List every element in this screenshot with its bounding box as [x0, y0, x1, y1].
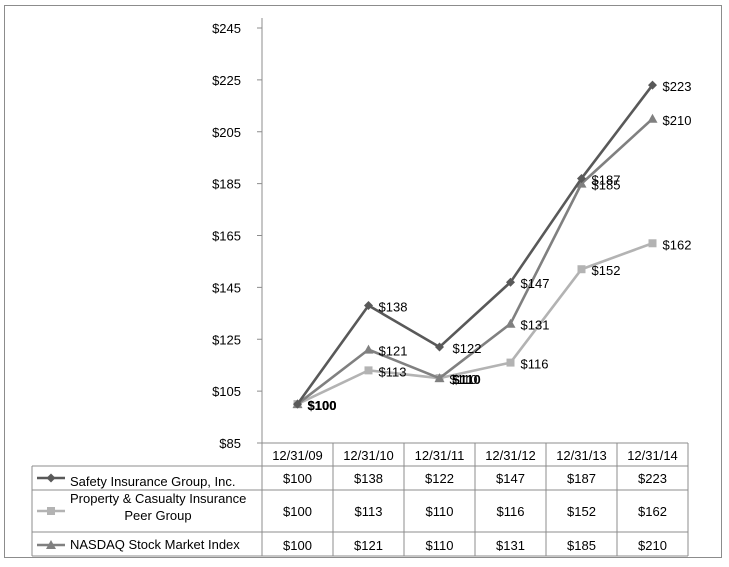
- data-label: $121: [379, 344, 408, 359]
- data-label: $185: [592, 178, 621, 193]
- data-table: 12/31/09 12/31/10 12/31/11 12/31/12 12/31/13…: [31, 442, 689, 557]
- table-cell: $162: [638, 504, 667, 519]
- diamond-marker: [46, 473, 56, 483]
- table-cell: $187: [567, 471, 596, 486]
- series-line: [296, 84, 654, 405]
- table-cell: $122: [425, 471, 454, 486]
- y-tick-label: $85: [219, 436, 241, 451]
- data-label: $131: [521, 318, 550, 333]
- square-marker: [506, 358, 515, 367]
- triangle-marker: [647, 113, 658, 123]
- data-label: $100: [308, 398, 337, 413]
- table-cell: $131: [496, 538, 525, 553]
- y-tick-label: $165: [212, 229, 241, 244]
- square-marker: [648, 239, 657, 248]
- square-marker: [364, 366, 373, 375]
- diamond-marker: [648, 80, 657, 90]
- table-cell: $121: [354, 538, 383, 553]
- data-labels: $100$138$122$147$187$223$100$113$110$116…: [308, 79, 692, 413]
- legend-label: Peer Group: [124, 508, 191, 523]
- legend-label: NASDAQ Stock Market Index: [70, 537, 240, 552]
- axes: $85 $105 $125 $145 $165 $185 $205 $225 $245: [212, 18, 263, 451]
- table-cell: $110: [426, 538, 454, 553]
- table-cell: $185: [567, 538, 596, 553]
- diamond-marker: [293, 399, 302, 409]
- table-cell: $152: [567, 504, 596, 519]
- triangle-marker: [434, 373, 445, 383]
- diamond-marker: [364, 301, 373, 311]
- table-cell: $147: [496, 471, 525, 486]
- table-cell: $116: [497, 504, 525, 519]
- table-cell: $113: [355, 504, 383, 519]
- data-label: $162: [663, 237, 692, 252]
- y-tick-label: $105: [212, 384, 241, 399]
- x-tick-label: 12/31/10: [343, 448, 394, 463]
- table-cell: $223: [638, 471, 667, 486]
- legend-label: Property & Casualty Insurance: [70, 491, 246, 506]
- series-line: [296, 242, 653, 406]
- x-tick-label: 12/31/12: [485, 448, 536, 463]
- y-tick-label: $125: [212, 332, 241, 347]
- square-marker: [577, 265, 586, 274]
- table-cell: $100: [283, 471, 312, 486]
- data-label: $147: [521, 276, 550, 291]
- data-label: $110: [453, 372, 481, 387]
- diamond-marker: [506, 277, 515, 287]
- x-tick-label: 12/31/13: [556, 448, 607, 463]
- data-label: $187: [592, 172, 621, 187]
- triangle-marker: [46, 540, 56, 549]
- y-tick-label: $225: [212, 73, 241, 88]
- x-tick-label: 12/31/11: [415, 448, 465, 463]
- data-label: $210: [663, 113, 692, 128]
- legend-label: Safety Insurance Group, Inc.: [70, 474, 235, 489]
- diamond-marker: [435, 342, 444, 352]
- diamond-marker: [577, 173, 586, 183]
- y-tick-label: $205: [212, 125, 241, 140]
- data-label: $138: [379, 300, 408, 315]
- square-marker: [47, 507, 55, 515]
- data-label: $122: [453, 341, 482, 356]
- data-label: $113: [379, 364, 407, 379]
- y-tick-label: $145: [212, 280, 241, 295]
- triangle-marker: [363, 344, 374, 354]
- series-lines: [292, 80, 658, 409]
- table-cell: $210: [638, 538, 667, 553]
- data-label: $116: [521, 357, 549, 372]
- table-cell: $138: [354, 471, 383, 486]
- y-tick-label: $185: [212, 177, 241, 192]
- x-tick-label: 12/31/09: [272, 448, 323, 463]
- triangle-marker: [505, 318, 516, 328]
- triangle-marker: [576, 178, 587, 188]
- table-cell: $100: [283, 538, 312, 553]
- series-line: [296, 117, 654, 406]
- data-label: $100: [308, 398, 337, 413]
- table-cell: $110: [426, 504, 454, 519]
- x-tick-label: 12/31/14: [627, 448, 678, 463]
- data-label: $223: [663, 79, 692, 94]
- table-cell: $100: [283, 504, 312, 519]
- y-tick-label: $245: [212, 21, 241, 36]
- data-label: $110: [450, 372, 478, 387]
- data-label: $100: [308, 398, 337, 413]
- data-label: $152: [592, 263, 621, 278]
